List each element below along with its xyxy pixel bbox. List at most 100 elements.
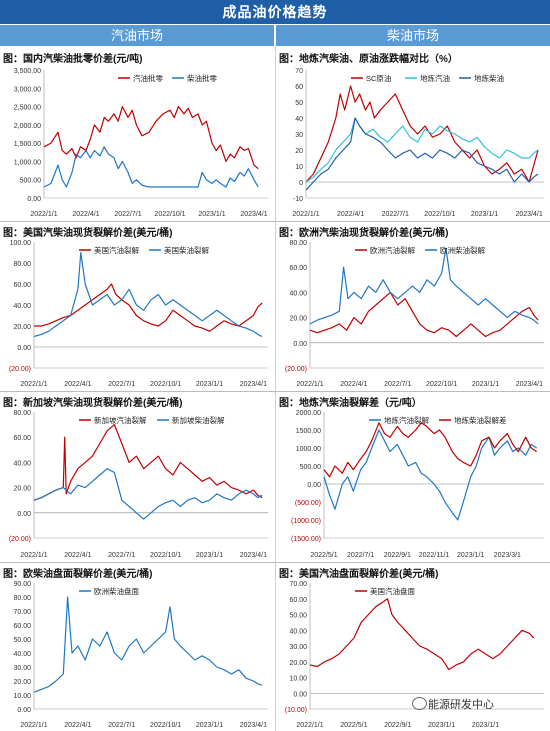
chart-title: 图：欧柴油盘面裂解价差(美元/桶): [3, 569, 153, 580]
row-divider: [0, 562, 550, 563]
y-tick-label: 0.00: [17, 345, 31, 352]
y-tick-label: (20.00): [9, 366, 31, 373]
y-tick-label: 10.00: [289, 676, 307, 683]
legend-label: SC原油: [366, 73, 391, 83]
x-tick-label: 2022/4/1: [337, 211, 364, 218]
x-tick-label: 2022/7/1: [108, 552, 135, 559]
x-tick-label: 2023/1/1: [472, 381, 499, 388]
chart-title: 图：国内汽柴油批零价差(元/吨): [3, 54, 143, 65]
y-tick-label: 1,000.00: [14, 159, 41, 166]
y-tick-label: 80.00: [289, 240, 307, 247]
legend-label: 柴油批零: [187, 73, 217, 83]
x-tick-label: 2022/7/1: [114, 211, 141, 218]
x-tick-label: 2022/1/1: [20, 552, 47, 559]
y-tick-label: 0.00: [293, 691, 307, 698]
y-tick-label: 40.00: [13, 303, 31, 310]
y-tick-label: 60.00: [13, 623, 31, 630]
watermark-text: 能源研发中心: [428, 699, 494, 711]
chart-title: 图：欧洲汽柴油现货裂解价差(美元/桶): [279, 228, 449, 239]
y-tick-label: 60.00: [13, 282, 31, 289]
series-line: [33, 423, 263, 501]
line-chart: (10.00) 0.00 10.00 20.00 30.00 40.00 50.00 60.0…: [285, 581, 544, 729]
series-line: [34, 283, 263, 332]
row-divider: [0, 391, 550, 392]
x-tick-label: 2022/9/1: [384, 552, 411, 559]
series-line: [33, 468, 263, 520]
y-tick-label: 20.00: [289, 660, 307, 667]
line-chart: -10 0 10 20 30 40 50 60 70 2022/1/1 2022/4/1 2022/7…: [292, 68, 544, 218]
x-tick-label: 2023/4/1: [240, 381, 267, 388]
y-tick-label: 50: [295, 100, 303, 107]
y-tick-label: 500.00: [20, 178, 42, 185]
y-tick-label: 20.00: [13, 324, 31, 331]
y-tick-label: 0.00: [27, 196, 41, 203]
y-tick-label: 10.00: [13, 693, 31, 700]
series-line: [305, 85, 539, 183]
x-tick-label: 2023/1/1: [198, 211, 225, 218]
y-tick-label: (10.00): [285, 707, 307, 714]
x-tick-label: 2023/4/1: [240, 211, 267, 218]
x-tick-label: 2022/10/1: [150, 381, 181, 388]
x-tick-label: 2022/4/1: [72, 211, 99, 218]
y-tick-label: 60.00: [289, 265, 307, 272]
series-line: [33, 251, 263, 338]
series-line: [323, 429, 538, 521]
y-tick-label: 60: [295, 84, 303, 91]
chart-title: 图：地炼汽柴油、原油涨跌幅对比（%）: [279, 54, 458, 65]
y-tick-label: 30.00: [289, 644, 307, 651]
line-chart: 0.00 10.00 20.00 30.00 40.00 50.00 60.00 70.00 8…: [13, 581, 268, 729]
x-tick-label: 2023/1/1: [457, 552, 484, 559]
x-tick-label: 2022/7/1: [108, 722, 135, 729]
x-tick-label: 2022/1/1: [20, 722, 47, 729]
column-divider: [275, 46, 276, 731]
y-tick-label: 40.00: [13, 651, 31, 658]
row-divider: [0, 221, 550, 222]
x-tick-label: 2022/1/1: [30, 211, 57, 218]
x-tick-label: 2022/4/1: [64, 552, 91, 559]
x-tick-label: 2022/1/1: [296, 722, 323, 729]
legend-label: 地炼柴油: [474, 73, 504, 83]
line-chart: (20.00) 0.00 20.00 40.00 60.00 80.00 2022/1/1 2…: [285, 240, 544, 388]
y-tick-label: 1500.00: [296, 428, 321, 435]
y-tick-label: 50.00: [13, 637, 31, 644]
x-tick-label: 2022/7/1: [384, 381, 411, 388]
x-tick-label: 2022/10/1: [150, 552, 181, 559]
x-tick-label: 2022/9/1: [384, 722, 411, 729]
y-tick-label: (1000.00): [291, 518, 321, 525]
series-line: [33, 596, 263, 693]
x-tick-label: 2022/1/1: [296, 381, 323, 388]
x-tick-label: 2023/1/1: [428, 722, 455, 729]
legend-label: 美国柴油裂解: [164, 245, 209, 255]
y-tick-label: 2,500.00: [14, 105, 41, 112]
y-tick-label: 80.00: [13, 595, 31, 602]
x-tick-label: 2023/1/1: [196, 552, 223, 559]
x-tick-label: 2023/4/1: [516, 211, 543, 218]
y-tick-label: 10: [295, 164, 303, 171]
y-tick-label: 0: [299, 180, 303, 187]
y-tick-label: 80.00: [13, 410, 31, 417]
legend-label: 地炼汽油: [420, 73, 450, 83]
y-tick-label: 60.00: [289, 597, 307, 604]
x-tick-label: 2022/10/1: [154, 211, 185, 218]
legend-label: 地炼柴油裂解差: [454, 415, 507, 425]
legend-label: 美国汽油裂解: [94, 245, 139, 255]
x-tick-label: 2022/1/1: [20, 381, 47, 388]
line-chart: (1500.00) (1000.00) (500.00) 0.00 500.00 1000…: [291, 410, 544, 559]
y-tick-label: 30: [295, 132, 303, 139]
wechat-icon: [412, 697, 427, 710]
x-tick-label: 2023/4/1: [240, 552, 267, 559]
y-tick-label: 40.00: [289, 628, 307, 635]
series-line: [305, 117, 539, 183]
legend-label: 欧洲柴油裂解: [440, 245, 485, 255]
chart-title: 图：地炼汽柴油裂解差（元/吨）: [279, 398, 422, 409]
x-tick-label: 2022/4/1: [64, 722, 91, 729]
x-tick-label: 2022/4/1: [64, 381, 91, 388]
x-tick-label: 2022/5/1: [340, 722, 367, 729]
series-line: [309, 598, 535, 671]
y-tick-label: 3,000.00: [14, 86, 41, 93]
y-tick-label: 90.00: [13, 581, 31, 588]
chart-title: 图：美国汽柴油现货裂解价差(美元/桶): [3, 228, 173, 239]
series-line: [309, 291, 539, 338]
series-line: [305, 117, 539, 191]
y-tick-label: 20.00: [13, 679, 31, 686]
